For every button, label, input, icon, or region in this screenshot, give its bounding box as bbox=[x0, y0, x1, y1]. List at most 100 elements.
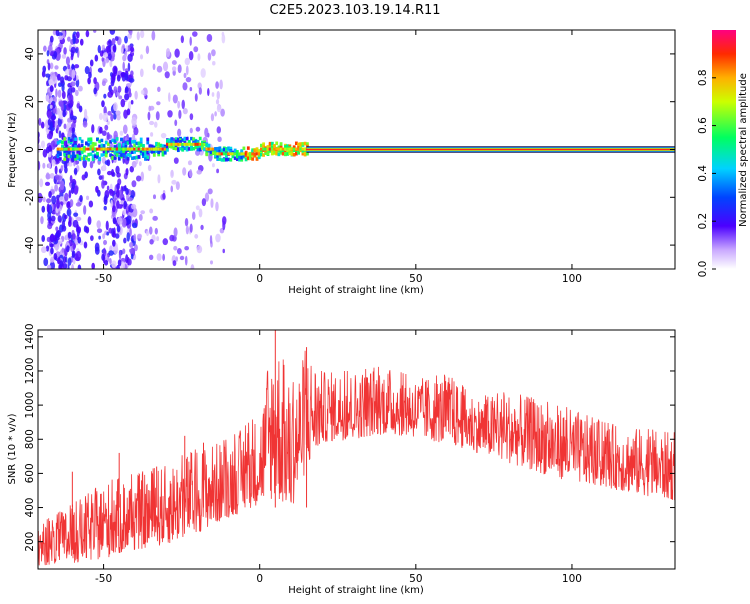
heatmap-band-cell bbox=[91, 154, 95, 158]
heatmap-band-core bbox=[183, 142, 187, 146]
heatmap-band-core bbox=[220, 152, 224, 156]
heatmap-noise-cell bbox=[69, 99, 74, 107]
heatmap-band-cell bbox=[117, 155, 121, 159]
snr-y-tick-label: 1200 bbox=[24, 358, 36, 385]
heatmap-noise-cell bbox=[152, 194, 157, 200]
heatmap-band-cell bbox=[157, 152, 161, 157]
heatmap-band-cell bbox=[137, 141, 141, 145]
heatmap-noise-cell bbox=[130, 46, 135, 53]
heatmap-band-cell bbox=[104, 150, 108, 155]
heatmap-noise-cell bbox=[43, 45, 47, 52]
heatmap-noise-cell bbox=[48, 162, 52, 169]
heatmap-noise-cell bbox=[130, 70, 134, 77]
heatmap-noise-cell bbox=[127, 53, 133, 62]
heatmap-band-core bbox=[89, 147, 93, 151]
heatmap-noise-cell bbox=[162, 238, 169, 246]
heatmap-band-cell bbox=[61, 140, 64, 145]
heatmap-noise-cell bbox=[83, 108, 88, 119]
heatmap-band-core bbox=[76, 147, 79, 151]
heatmap-band-core bbox=[104, 147, 108, 151]
heatmap-band-cell bbox=[100, 143, 104, 148]
heatmap-band-core bbox=[284, 147, 287, 151]
heatmap-band-cell bbox=[100, 153, 104, 157]
heatmap-band-core bbox=[109, 147, 112, 151]
heatmap-band-cell bbox=[183, 136, 187, 141]
heatmap-band-core bbox=[159, 147, 162, 151]
heatmap-noise-cell bbox=[110, 113, 114, 122]
heatmap-band-cell bbox=[294, 149, 298, 154]
heatmap-noise-cell bbox=[110, 168, 115, 177]
heatmap-noise-cell bbox=[61, 90, 66, 100]
heatmap-noise-cell bbox=[156, 253, 162, 261]
heatmap-band-cell bbox=[294, 151, 298, 156]
snr-x-axis-title: Height of straight line (km) bbox=[288, 585, 424, 596]
heatmap-noise-cell bbox=[136, 31, 140, 41]
heatmap-noise-cell bbox=[145, 45, 150, 55]
heatmap-y-tick-label: 0 bbox=[24, 146, 36, 153]
heatmap-noise-cell bbox=[52, 108, 57, 114]
heatmap-noise-cell bbox=[152, 215, 158, 221]
heatmap-band-cell bbox=[174, 146, 178, 151]
heatmap-band-cell bbox=[277, 148, 281, 153]
heatmap-noise-cell bbox=[71, 127, 76, 133]
snr-y-tick-label: 1000 bbox=[24, 392, 36, 419]
heatmap-band-cell bbox=[126, 157, 130, 161]
heatmap-band-core bbox=[246, 152, 250, 156]
heatmap-band-cell bbox=[275, 141, 279, 146]
heatmap-band-core bbox=[126, 147, 130, 151]
heatmap-noise-cell bbox=[71, 250, 76, 258]
heatmap-noise-cell bbox=[56, 125, 60, 130]
heatmap-noise-cell bbox=[85, 30, 90, 38]
heatmap-noise-cell bbox=[41, 205, 46, 213]
heatmap-band-cell bbox=[227, 146, 231, 150]
heatmap-noise-cell bbox=[122, 217, 127, 227]
heatmap-band-cell bbox=[277, 145, 281, 150]
heatmap-band-cell bbox=[117, 148, 121, 153]
heatmap-band-cell bbox=[120, 151, 123, 155]
heatmap-noise-cell bbox=[42, 149, 48, 158]
heatmap-noise-cell bbox=[148, 254, 154, 260]
colorbar-tick-label: 0.4 bbox=[697, 165, 709, 182]
heatmap-band-cell bbox=[98, 156, 102, 161]
heatmap-band-cell bbox=[87, 143, 91, 147]
heatmap-band-cell bbox=[74, 144, 78, 149]
heatmap-band-core bbox=[238, 152, 241, 156]
heatmap-noise-cell bbox=[70, 50, 75, 58]
heatmap-noise-cell bbox=[75, 216, 82, 222]
heatmap-noise-cell bbox=[179, 255, 185, 261]
snr-x-tick-label: 100 bbox=[562, 573, 582, 585]
heatmap-noise-cell bbox=[102, 163, 107, 172]
heatmap-band-cell bbox=[209, 150, 213, 155]
heatmap-band-cell bbox=[80, 149, 84, 154]
heatmap-band-cell bbox=[58, 152, 62, 157]
heatmap-band-core bbox=[218, 152, 221, 156]
heatmap-noise-cell bbox=[209, 260, 213, 265]
heatmap-band-cell bbox=[179, 146, 182, 151]
heatmap-band-cell bbox=[56, 150, 60, 154]
heatmap-noise-cell bbox=[210, 113, 215, 122]
heatmap-noise-cell bbox=[124, 68, 129, 73]
heatmap-noise-cell bbox=[184, 218, 189, 227]
heatmap-noise-cell bbox=[209, 234, 213, 245]
heatmap-noise-cell bbox=[185, 65, 189, 76]
heatmap-band-cell bbox=[273, 150, 276, 154]
heatmap-band-core bbox=[288, 147, 291, 151]
heatmap-band-cell bbox=[216, 146, 220, 151]
heatmap-noise-cell bbox=[109, 258, 112, 265]
heatmap-noise-cell bbox=[173, 157, 179, 164]
heatmap-noise-cell bbox=[210, 198, 214, 209]
heatmap-noise-cell bbox=[211, 92, 215, 97]
heatmap-noise-cell bbox=[54, 165, 58, 175]
heatmap-band-cell bbox=[249, 154, 252, 159]
heatmap-band-core bbox=[200, 142, 204, 146]
colorbar-ticks: 0.0 0.2 0.4 0.6 0.8 bbox=[697, 69, 716, 277]
heatmap-noise-cell bbox=[45, 73, 51, 78]
heatmap-noise-cell bbox=[72, 242, 76, 251]
heatmap-noise-cell bbox=[147, 164, 152, 172]
heatmap-noise-cell bbox=[97, 44, 101, 54]
snr-series bbox=[38, 330, 675, 566]
heatmap-band-core bbox=[233, 152, 237, 156]
heatmap-band-cell bbox=[205, 150, 209, 155]
heatmap-band-cell bbox=[128, 137, 132, 141]
heatmap-band-core bbox=[85, 147, 88, 151]
